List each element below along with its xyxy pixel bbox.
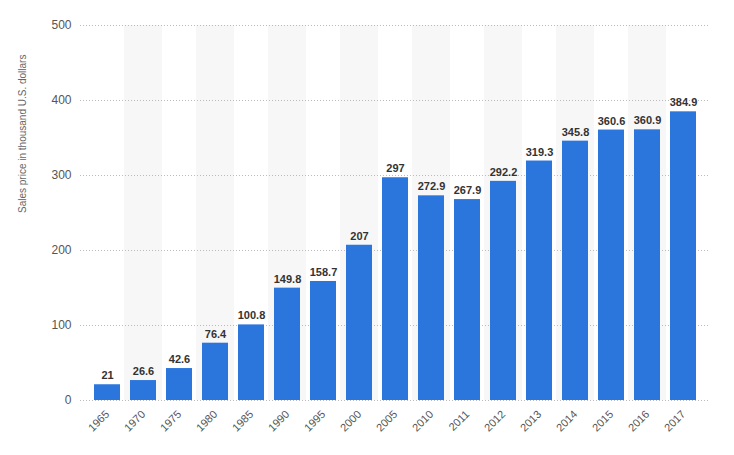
svg-text:360.6: 360.6 bbox=[598, 115, 626, 127]
svg-text:292.2: 292.2 bbox=[490, 166, 518, 178]
svg-text:Sales price in thousand U.S. d: Sales price in thousand U.S. dollars bbox=[17, 55, 28, 213]
svg-text:100.8: 100.8 bbox=[238, 309, 266, 321]
svg-text:319.3: 319.3 bbox=[526, 146, 554, 158]
svg-text:21: 21 bbox=[101, 369, 113, 381]
svg-text:1970: 1970 bbox=[122, 408, 148, 434]
svg-text:2014: 2014 bbox=[554, 408, 580, 434]
svg-text:360.9: 360.9 bbox=[634, 114, 662, 126]
svg-text:1995: 1995 bbox=[302, 408, 328, 434]
svg-text:26.6: 26.6 bbox=[133, 365, 154, 377]
svg-text:200: 200 bbox=[51, 243, 71, 257]
svg-text:345.8: 345.8 bbox=[562, 126, 590, 138]
svg-text:207: 207 bbox=[350, 230, 368, 242]
svg-text:2013: 2013 bbox=[518, 408, 544, 434]
svg-text:1980: 1980 bbox=[194, 408, 220, 434]
svg-text:0: 0 bbox=[65, 393, 72, 407]
svg-text:2017: 2017 bbox=[662, 408, 688, 434]
svg-text:300: 300 bbox=[51, 168, 71, 182]
svg-text:1965: 1965 bbox=[86, 408, 112, 434]
svg-text:76.4: 76.4 bbox=[205, 328, 227, 340]
svg-text:2016: 2016 bbox=[626, 408, 652, 434]
svg-text:1990: 1990 bbox=[266, 408, 292, 434]
svg-text:400: 400 bbox=[51, 93, 71, 107]
svg-text:2005: 2005 bbox=[374, 408, 400, 434]
svg-text:2015: 2015 bbox=[590, 408, 616, 434]
svg-text:2000: 2000 bbox=[338, 408, 364, 434]
svg-text:297: 297 bbox=[386, 162, 404, 174]
svg-text:1985: 1985 bbox=[230, 408, 256, 434]
svg-text:2011: 2011 bbox=[446, 408, 471, 433]
svg-text:149.8: 149.8 bbox=[274, 273, 302, 285]
svg-text:2010: 2010 bbox=[410, 408, 436, 434]
svg-text:272.9: 272.9 bbox=[418, 180, 446, 192]
svg-text:384.9: 384.9 bbox=[670, 96, 698, 108]
svg-text:267.9: 267.9 bbox=[454, 184, 482, 196]
svg-text:2012: 2012 bbox=[482, 408, 508, 434]
svg-text:158.7: 158.7 bbox=[310, 266, 338, 278]
svg-text:42.6: 42.6 bbox=[169, 353, 190, 365]
svg-text:500: 500 bbox=[51, 18, 71, 32]
svg-text:100: 100 bbox=[51, 318, 71, 332]
svg-text:1975: 1975 bbox=[158, 408, 184, 434]
